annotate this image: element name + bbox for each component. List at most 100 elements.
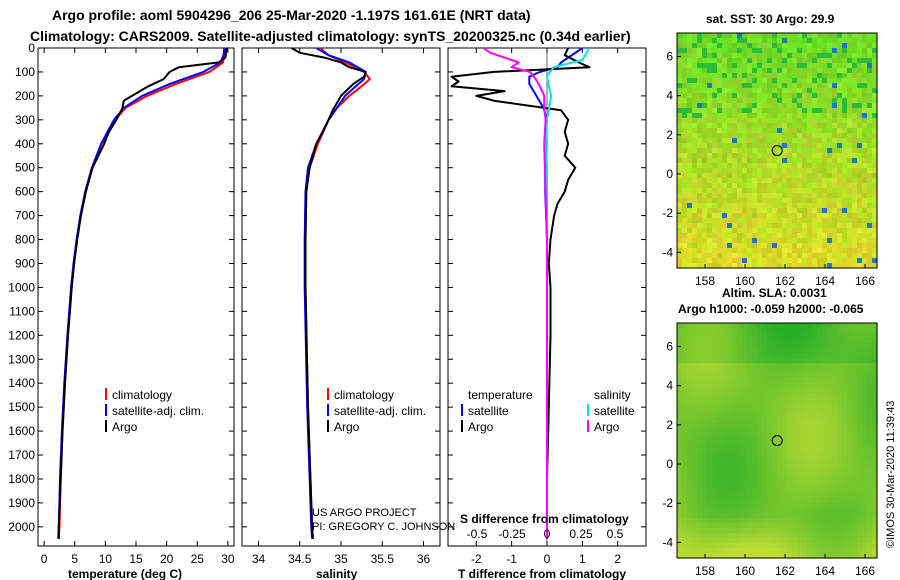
heatmap-cell (737, 73, 743, 79)
heatmap-cell (752, 453, 758, 459)
heatmap-cell (817, 393, 823, 399)
heatmap-cell (867, 218, 873, 224)
heatmap-cell (747, 33, 753, 39)
heatmap-cell (677, 488, 683, 494)
heatmap-cell (862, 538, 868, 544)
heatmap-cell (722, 33, 728, 39)
heatmap-cell (787, 223, 793, 229)
heatmap-cell (817, 503, 823, 509)
heatmap-cell (687, 323, 693, 329)
heatmap-cell (867, 83, 873, 89)
heatmap-cell (677, 243, 683, 249)
heatmap-cell (807, 38, 813, 44)
heatmap-cell (802, 133, 808, 139)
heatmap-cell (747, 348, 753, 354)
heatmap-cell (847, 123, 853, 129)
heatmap-cell (737, 378, 743, 384)
heatmap-cell (767, 433, 773, 439)
heatmap-cell (747, 498, 753, 504)
heatmap-cell (812, 228, 818, 234)
heatmap-cell (682, 113, 688, 119)
heatmap-cell (707, 433, 713, 439)
heatmap-cell (697, 438, 703, 444)
heatmap-cell (867, 333, 873, 339)
heatmap-cell (837, 223, 843, 229)
heatmap-cell (757, 323, 763, 329)
heatmap-cell (742, 533, 748, 539)
heatmap-cell (807, 398, 813, 404)
heatmap-cell (717, 173, 723, 179)
project-annotation: US ARGO PROJECT (312, 507, 417, 519)
depth-tick-label: 400 (15, 137, 35, 151)
heatmap-cell (872, 183, 878, 189)
heatmap-cell (857, 478, 863, 484)
heatmap-cell (757, 353, 763, 359)
heatmap-cell (827, 223, 833, 229)
heatmap-cell (762, 48, 768, 54)
heatmap-cell (857, 543, 863, 549)
heatmap-cell (757, 258, 763, 264)
heatmap-cell (857, 423, 863, 429)
heatmap-cell (802, 513, 808, 519)
heatmap-cell (762, 543, 768, 549)
heatmap-cell (777, 103, 783, 109)
heatmap-cell (792, 378, 798, 384)
heatmap-cell (817, 133, 823, 139)
heatmap-cell (717, 138, 723, 144)
heatmap-cell (682, 533, 688, 539)
heatmap-cell (812, 188, 818, 194)
heatmap-cell (732, 78, 738, 84)
heatmap-cell (802, 138, 808, 144)
heatmap-cell (832, 428, 838, 434)
heatmap-cell (847, 68, 853, 74)
heatmap-cell (712, 88, 718, 94)
heatmap-cell (677, 178, 683, 184)
heatmap-cell (822, 63, 828, 69)
heatmap-cell (732, 423, 738, 429)
heatmap-cell (747, 108, 753, 114)
heatmap-cell (812, 108, 818, 114)
heatmap-cell (787, 403, 793, 409)
heatmap-cell (827, 243, 833, 249)
heatmap-cell (702, 258, 708, 264)
heatmap-cell (797, 473, 803, 479)
heatmap-cell (702, 413, 708, 419)
heatmap-cell (732, 113, 738, 119)
heatmap-cell (817, 48, 823, 54)
heatmap-cell (847, 113, 853, 119)
heatmap-cell (817, 33, 823, 39)
heatmap-cell (767, 153, 773, 159)
heatmap-cell (747, 453, 753, 459)
heatmap-cell (687, 123, 693, 129)
heatmap-cell (812, 538, 818, 544)
heatmap-cell (777, 58, 783, 64)
heatmap-cell (707, 213, 713, 219)
heatmap-cell (717, 453, 723, 459)
heatmap-cell (867, 438, 873, 444)
heatmap-cell (767, 518, 773, 524)
heatmap-cell (687, 513, 693, 519)
heatmap-cell (852, 468, 858, 474)
heatmap-cell (847, 238, 853, 244)
heatmap-cell (857, 483, 863, 489)
heatmap-cell (697, 428, 703, 434)
heatmap-cell (802, 348, 808, 354)
heatmap-cell (747, 113, 753, 119)
heatmap-cell (852, 88, 858, 94)
heatmap-cell (807, 543, 813, 549)
heatmap-cell (802, 333, 808, 339)
heatmap-cell (812, 113, 818, 119)
heatmap-cell (852, 48, 858, 54)
heatmap-cell (847, 398, 853, 404)
heatmap-cell (752, 68, 758, 74)
heatmap-cell (867, 483, 873, 489)
heatmap-cell (812, 183, 818, 189)
heatmap-cell (677, 43, 683, 49)
depth-tick-label: 1200 (8, 328, 35, 342)
heatmap-cell (722, 73, 728, 79)
heatmap-cell (822, 228, 828, 234)
heatmap-cell (787, 218, 793, 224)
heatmap-cell (767, 353, 773, 359)
heatmap-cell (847, 148, 853, 154)
heatmap-cell (697, 503, 703, 509)
